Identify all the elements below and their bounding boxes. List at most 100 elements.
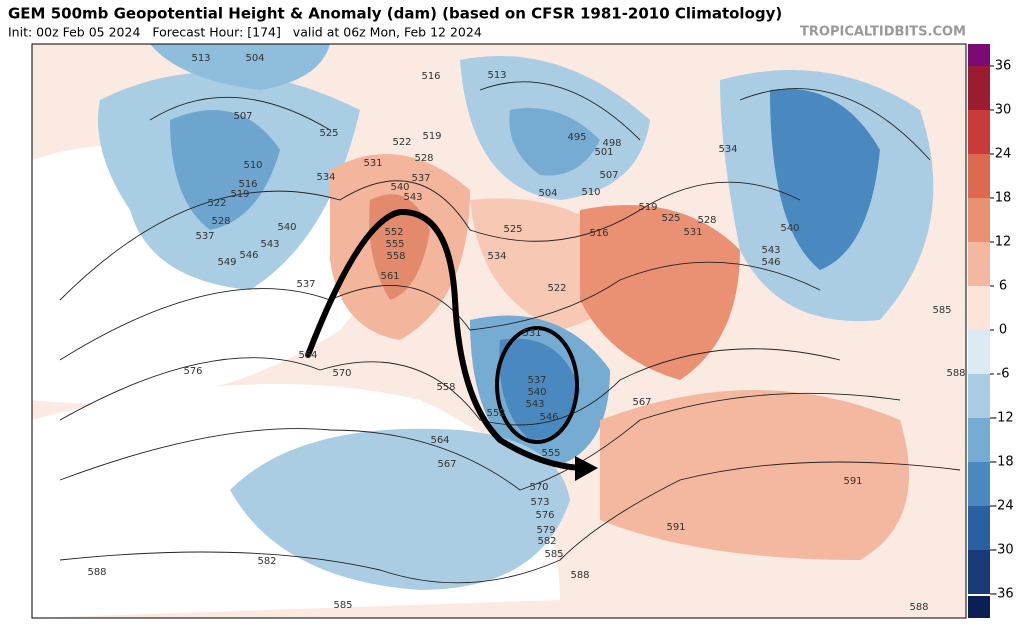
contour-label: 528 bbox=[414, 153, 433, 164]
colorbar-label: -6 bbox=[997, 367, 1010, 382]
contour-label: 543 bbox=[403, 192, 422, 203]
contour-label: 534 bbox=[718, 144, 737, 155]
contour-label: 588 bbox=[87, 567, 106, 578]
contour-label: 546 bbox=[539, 412, 558, 423]
colorbar-band bbox=[968, 374, 990, 418]
contour-label: 591 bbox=[843, 476, 862, 487]
contour-label: 525 bbox=[319, 128, 338, 139]
contour-label: 540 bbox=[527, 387, 546, 398]
contour-label: 531 bbox=[522, 328, 541, 339]
colorbar-label: 30 bbox=[995, 103, 1012, 118]
contour-label: 540 bbox=[390, 182, 409, 193]
contour-label: 507 bbox=[233, 111, 252, 122]
contour-label: 516 bbox=[421, 71, 440, 82]
contour-label: 522 bbox=[392, 137, 411, 148]
colorbar-label: -18 bbox=[992, 455, 1013, 470]
colorbar-band bbox=[968, 506, 990, 550]
colorbar-band bbox=[968, 110, 990, 154]
colorbar-band bbox=[968, 66, 990, 110]
colorbar-band bbox=[968, 550, 990, 594]
contour-label: 540 bbox=[780, 223, 799, 234]
contour-label: 585 bbox=[544, 549, 563, 560]
contour-label: 519 bbox=[638, 202, 657, 213]
contour-label: 531 bbox=[363, 158, 382, 169]
contour-label: 561 bbox=[380, 271, 399, 282]
colorbar-band bbox=[968, 418, 990, 462]
contour-label: 534 bbox=[487, 251, 506, 262]
contour-label: 543 bbox=[260, 239, 279, 250]
contour-label: 540 bbox=[277, 222, 296, 233]
contour-label: 552 bbox=[486, 408, 505, 419]
contour-label: 573 bbox=[530, 497, 549, 508]
colorbar-label: 18 bbox=[995, 191, 1012, 206]
contour-label: 588 bbox=[570, 570, 589, 581]
contour-label: 498 bbox=[602, 138, 621, 149]
contour-label: 555 bbox=[541, 448, 560, 459]
contour-label: 513 bbox=[487, 70, 506, 81]
contour-label: 516 bbox=[238, 179, 257, 190]
contour-label: 591 bbox=[666, 522, 685, 533]
contour-label: 525 bbox=[661, 213, 680, 224]
contour-label: 537 bbox=[296, 279, 315, 290]
contour-label: 525 bbox=[503, 224, 522, 235]
contour-label: 582 bbox=[537, 536, 556, 547]
contour-label: 558 bbox=[436, 382, 455, 393]
colorbar-band bbox=[968, 462, 990, 506]
contour-label: 537 bbox=[195, 231, 214, 242]
contour-label: 585 bbox=[932, 305, 951, 316]
contour-label: 528 bbox=[697, 215, 716, 226]
colorbar-cap bbox=[968, 596, 990, 618]
contour-label: 513 bbox=[191, 53, 210, 64]
contour-label: 519 bbox=[422, 131, 441, 142]
contour-label: 516 bbox=[589, 228, 608, 239]
contour-label: 576 bbox=[535, 510, 554, 521]
contour-label: 507 bbox=[599, 170, 618, 181]
contour-label: 546 bbox=[239, 250, 258, 261]
colorbar: 36 30 24 18 12 6 0 -6 -12 -18 -24 -30 -36 bbox=[968, 44, 1014, 618]
contour-label: 504 bbox=[538, 188, 557, 199]
contour-label: 564 bbox=[430, 435, 449, 446]
contour-label: 543 bbox=[761, 245, 780, 256]
contour-label: 549 bbox=[217, 257, 236, 268]
contour-label: 522 bbox=[547, 283, 566, 294]
contour-label: 558 bbox=[386, 251, 405, 262]
colorbar-band bbox=[968, 286, 990, 330]
contour-label: 555 bbox=[385, 239, 404, 250]
contour-label: 534 bbox=[316, 172, 335, 183]
watermark: TROPICALTIDBITS.COM bbox=[800, 25, 966, 40]
contour-label: 522 bbox=[207, 198, 226, 209]
contour-label: 495 bbox=[567, 132, 586, 143]
colorbar-band bbox=[968, 242, 990, 286]
title: GEM 500mb Geopotential Height & Anomaly … bbox=[8, 5, 782, 23]
colorbar-band bbox=[968, 198, 990, 242]
colorbar-label: 6 bbox=[999, 279, 1007, 294]
contour-label: 579 bbox=[536, 525, 555, 536]
contour-label: 510 bbox=[581, 187, 600, 198]
contour-label: 570 bbox=[332, 368, 351, 379]
contour-label: 519 bbox=[230, 189, 249, 200]
contour-label: 531 bbox=[683, 227, 702, 238]
contour-label: 567 bbox=[437, 459, 456, 470]
contour-label: 588 bbox=[909, 602, 928, 613]
contour-label: 510 bbox=[243, 160, 262, 171]
contour-label: 537 bbox=[411, 173, 430, 184]
contour-label: 546 bbox=[761, 257, 780, 268]
colorbar-label: 12 bbox=[995, 235, 1012, 250]
map: 513 5045075105165195225285375405435465495… bbox=[31, 43, 967, 619]
contour-label: 528 bbox=[211, 216, 230, 227]
colorbar-label: -36 bbox=[992, 587, 1013, 602]
colorbar-label: -12 bbox=[992, 411, 1013, 426]
contour-label: 570 bbox=[529, 482, 548, 493]
colorbar-label: -30 bbox=[992, 543, 1013, 558]
contour-label: 537 bbox=[527, 375, 546, 386]
contour-label: 543 bbox=[525, 399, 544, 410]
contour-label: 552 bbox=[384, 227, 403, 238]
contour-label: 567 bbox=[632, 397, 651, 408]
colorbar-cap bbox=[968, 44, 990, 66]
subtitle: Init: 00z Feb 05 2024 Forecast Hour: [17… bbox=[8, 25, 482, 40]
contour-label: 504 bbox=[245, 53, 264, 64]
colorbar-band bbox=[968, 330, 990, 374]
colorbar-label: 24 bbox=[995, 147, 1012, 162]
contour-label: 576 bbox=[183, 366, 202, 377]
